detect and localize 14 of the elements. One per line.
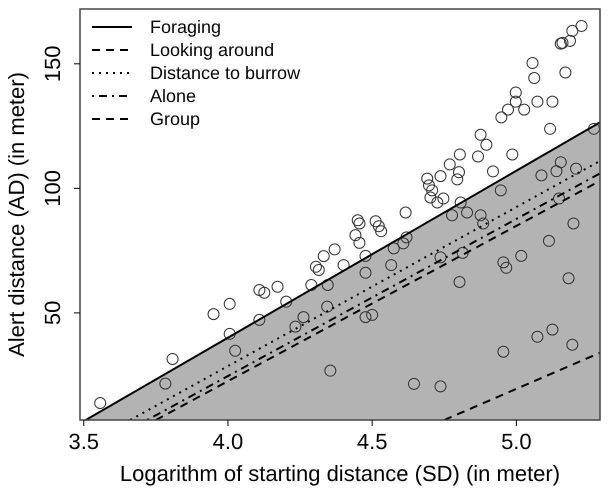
legend-label: Foraging	[150, 17, 222, 37]
y-tick-label: 150	[40, 45, 65, 82]
legend-label: Group	[150, 109, 200, 129]
legend-label: Looking around	[150, 40, 274, 60]
x-tick-label: 4.0	[212, 428, 244, 454]
x-tick-label: 4.5	[356, 428, 388, 454]
x-tick-label: 3.5	[68, 428, 100, 454]
y-tick-label: 100	[40, 170, 65, 207]
y-axis-title: Alert distance (AD) (in meter)	[4, 72, 29, 357]
y-tick-label: 50	[40, 300, 65, 326]
legend-label: Alone	[150, 86, 196, 106]
legend-label: Distance to burrow	[150, 63, 302, 83]
x-tick-label: 5.0	[501, 428, 532, 454]
x-axis-title: Logarithm of starting distance (SD) (in meter)	[120, 461, 560, 486]
